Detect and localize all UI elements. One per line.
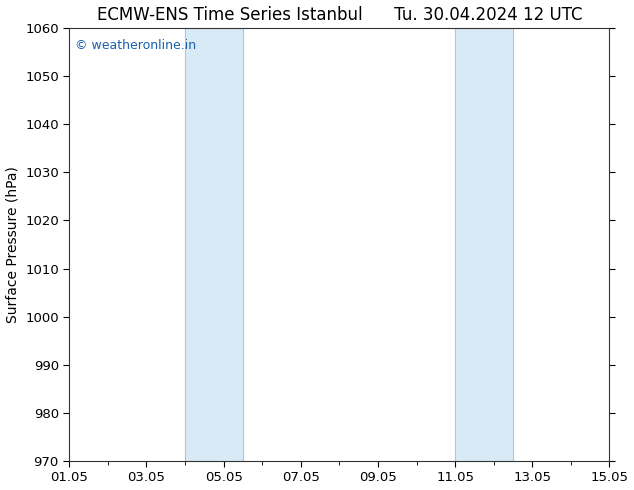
Title: ECMW-ENS Time Series Istanbul      Tu. 30.04.2024 12 UTC: ECMW-ENS Time Series Istanbul Tu. 30.04.… [96, 5, 582, 24]
Y-axis label: Surface Pressure (hPa): Surface Pressure (hPa) [6, 166, 20, 323]
Bar [185, 28, 243, 461]
Text: © weatheronline.in: © weatheronline.in [75, 39, 196, 52]
Bar [455, 28, 513, 461]
